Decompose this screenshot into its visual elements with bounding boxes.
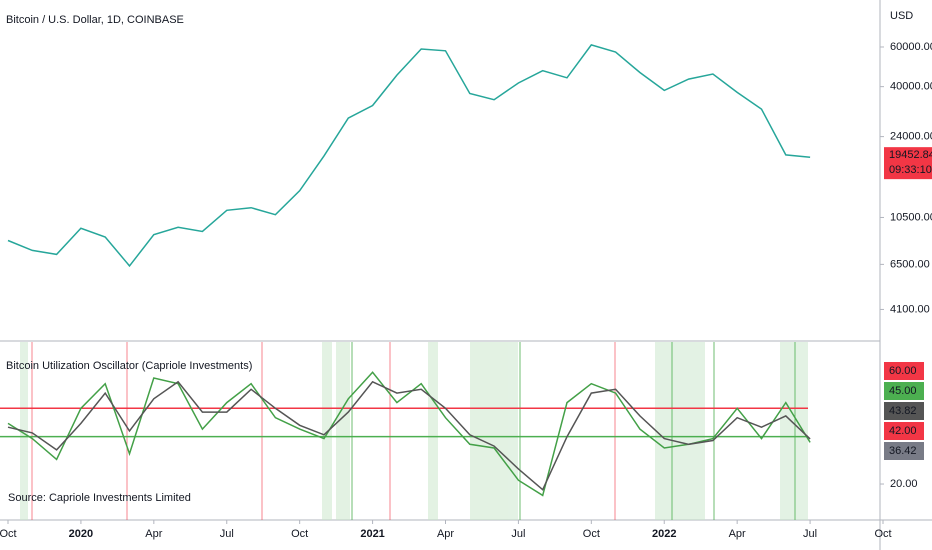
last-price-label: 19452.84 (889, 149, 932, 161)
x-tick-label: Oct (874, 528, 891, 540)
value-badge-label: 60.00 (889, 365, 917, 377)
value-badge (884, 422, 924, 440)
oscillator-line (7, 380, 811, 491)
band (470, 342, 518, 520)
value-badge-label: 42.00 (889, 425, 917, 437)
x-tick-label: Oct (291, 528, 308, 540)
annotation: Source: Capriole Investments Limited (8, 492, 191, 504)
band (655, 342, 705, 520)
y-tick-label: 40000.00 (890, 81, 932, 93)
x-tick-label: 2021 (360, 528, 384, 540)
value-badge (884, 382, 924, 400)
value-badge (884, 442, 924, 460)
last-price-badge (884, 147, 932, 180)
price-line (7, 44, 811, 268)
x-tick-label: Jul (511, 528, 525, 540)
value-badge-label: 43.82 (889, 405, 917, 417)
x-tick-label: Apr (437, 528, 454, 540)
value-badge-label: 36.42 (889, 445, 917, 457)
value-badge (884, 402, 924, 420)
value-badge-label: 45.00 (889, 385, 917, 397)
y-tick-label: 60000.00 (890, 41, 932, 53)
signal-bands (20, 342, 808, 520)
band (428, 342, 438, 520)
countdown: 09:33:10 (889, 164, 932, 176)
x-tick-label: Apr (729, 528, 746, 540)
x-tick-label: Oct (0, 528, 17, 540)
chart-title: Bitcoin / U.S. Dollar, 1D, COINBASE (6, 14, 184, 26)
x-tick-label: Apr (145, 528, 162, 540)
x-tick-label: Jul (803, 528, 817, 540)
band (336, 342, 350, 520)
indicator-title: Bitcoin Utilization Oscillator (Capriole… (6, 360, 252, 372)
y-tick-label: 20.00 (890, 478, 918, 490)
y-tick-label: 24000.00 (890, 131, 932, 143)
value-badge (884, 362, 924, 380)
y-tick-label: 10500.00 (890, 211, 932, 223)
y-tick-label: 6500.00 (890, 258, 930, 270)
currency: USD (890, 10, 913, 22)
signal-lines (31, 342, 796, 520)
x-tick-label: Jul (220, 528, 234, 540)
x-tick-label: Oct (583, 528, 600, 540)
x-tick-label: 2020 (69, 528, 93, 540)
y-tick-label: 4100.00 (890, 303, 930, 315)
x-tick-label: 2022 (652, 528, 676, 540)
